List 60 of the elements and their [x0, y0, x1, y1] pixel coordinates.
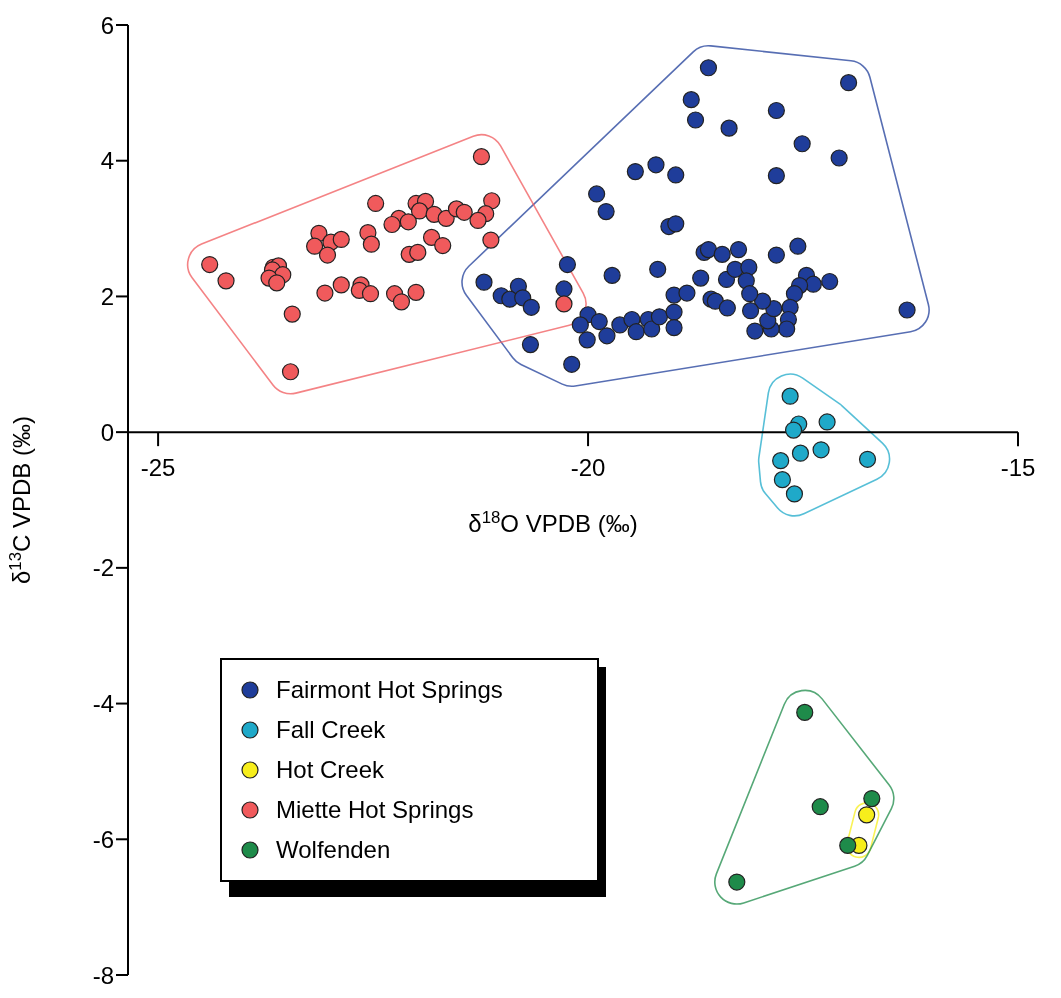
point — [434, 236, 452, 255]
point — [728, 873, 746, 891]
legend-label: Hot Creek — [276, 756, 385, 784]
point — [217, 272, 235, 290]
point — [407, 283, 425, 301]
point — [437, 209, 455, 227]
point — [422, 228, 441, 246]
x-tick-label: -20 — [570, 454, 606, 482]
point — [818, 413, 836, 431]
point — [863, 789, 881, 808]
point — [772, 452, 790, 470]
point — [785, 485, 804, 503]
point — [332, 230, 350, 249]
legend-label: Wolfenden — [276, 836, 391, 864]
point — [483, 192, 501, 210]
point — [472, 148, 491, 166]
y-tick-label: 2 — [100, 282, 114, 310]
point — [796, 703, 814, 721]
point — [811, 798, 829, 816]
point — [455, 203, 473, 221]
point — [812, 441, 830, 459]
point — [839, 836, 857, 854]
point — [383, 215, 401, 234]
y-tick-label: 0 — [100, 418, 114, 446]
point — [791, 444, 810, 462]
point — [281, 363, 300, 381]
x-tick-label: -15 — [1000, 454, 1036, 482]
y-tick-label: 6 — [100, 11, 114, 39]
x-tick-label: -25 — [140, 454, 176, 482]
y-tick-label: -4 — [92, 690, 114, 718]
point — [784, 421, 803, 439]
point — [362, 235, 380, 253]
legend-label: Miette Hot Springs — [276, 796, 474, 824]
point — [306, 237, 324, 255]
point — [858, 450, 877, 468]
legend-label: Fall Creek — [276, 716, 386, 744]
point — [367, 194, 385, 213]
point — [318, 246, 337, 264]
point — [332, 276, 350, 294]
y-tick-label: 4 — [100, 147, 114, 175]
point — [316, 284, 334, 302]
point — [361, 285, 380, 303]
point — [399, 213, 417, 231]
point — [555, 295, 573, 313]
y-tick-label: -8 — [92, 961, 114, 989]
point — [392, 293, 411, 311]
point — [781, 387, 799, 405]
point — [410, 202, 429, 220]
point — [409, 243, 427, 261]
y-tick-label: -6 — [92, 825, 114, 853]
point — [773, 471, 791, 489]
y-tick-label: -2 — [92, 554, 114, 582]
legend-label: Fairmont Hot Springs — [276, 676, 503, 704]
point — [858, 806, 876, 824]
point — [283, 305, 301, 323]
x-axis-title: δ$^{18}$O VPDB (‰) — [468, 507, 638, 538]
point — [469, 211, 487, 230]
point — [482, 231, 500, 249]
point — [201, 255, 219, 274]
point — [268, 274, 286, 292]
